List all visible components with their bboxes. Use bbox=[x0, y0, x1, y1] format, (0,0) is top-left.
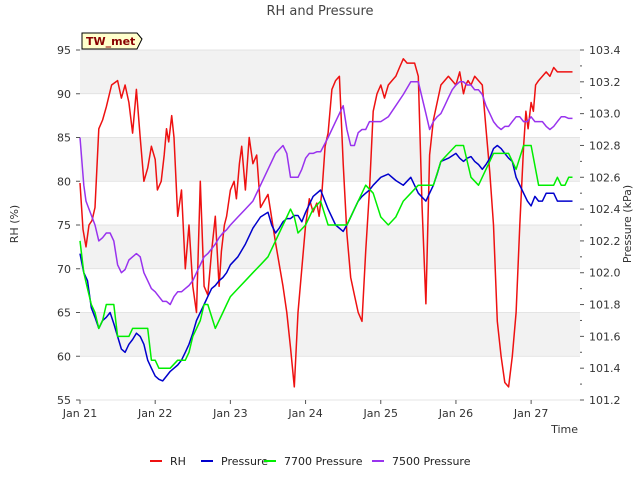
y-right-tick-label: 101.6 bbox=[589, 330, 621, 343]
y-left-tick-label: 95 bbox=[57, 44, 71, 57]
series-line-1 bbox=[79, 144, 573, 382]
series-line-2 bbox=[79, 144, 573, 369]
x-tick-label: Jan 26 bbox=[438, 407, 473, 420]
y-left-tick-label: 55 bbox=[57, 394, 71, 407]
x-tick-label: Jan 25 bbox=[363, 407, 398, 420]
x-tick-label: Jan 23 bbox=[212, 407, 247, 420]
legend-label-0: RH bbox=[170, 455, 186, 468]
y-left-tick-label: 80 bbox=[57, 175, 71, 188]
y-right-tick-label: 103.0 bbox=[589, 108, 621, 121]
y-right-tick-label: 103.2 bbox=[589, 76, 621, 89]
y-right-tick-label: 102.8 bbox=[589, 139, 621, 152]
y-right-tick-label: 102.2 bbox=[589, 235, 621, 248]
y-right-tick-label: 102.4 bbox=[589, 203, 621, 216]
legend-label-3: 7500 Pressure bbox=[392, 455, 471, 468]
x-tick-label: Jan 24 bbox=[287, 407, 322, 420]
y-left-tick-label: 70 bbox=[57, 263, 71, 276]
y-left-tick-label: 75 bbox=[57, 219, 71, 232]
y-right-tick-label: 102.0 bbox=[589, 267, 621, 280]
legend-label-1: Pressure bbox=[221, 455, 268, 468]
x-tick-label: Jan 21 bbox=[62, 407, 97, 420]
axes: 55 60 65 70 75 80 85 90 95 101.2 101.4 101.6 101.8 10… bbox=[57, 44, 621, 420]
x-axis-title: Time bbox=[550, 423, 578, 436]
y-right-tick-label: 101.2 bbox=[589, 394, 621, 407]
plot-band bbox=[80, 50, 580, 94]
station-label: TW_met bbox=[86, 35, 135, 48]
y-right-tick-label: 101.4 bbox=[589, 362, 621, 375]
x-tick-label: Jan 22 bbox=[137, 407, 172, 420]
x-tick-label: Jan 27 bbox=[513, 407, 548, 420]
y-left-tick-label: 90 bbox=[57, 88, 71, 101]
plot-band bbox=[80, 312, 580, 357]
y-right-tick-label: 103.4 bbox=[589, 44, 621, 57]
legend: RH Pressure 7700 Pressure 7500 Pressure bbox=[150, 455, 471, 468]
y-right-tick-label: 101.8 bbox=[589, 299, 621, 312]
legend-label-2: 7700 Pressure bbox=[284, 455, 363, 468]
station-label-badge: TW_met bbox=[81, 32, 143, 50]
plot-series-lines bbox=[79, 58, 573, 388]
y-left-tick-label: 60 bbox=[57, 350, 71, 363]
y-axis-right-title: Pressure (kPa) bbox=[621, 185, 634, 263]
chart-title: RH and Pressure bbox=[266, 4, 373, 19]
series-line-0 bbox=[79, 58, 573, 388]
plot-band bbox=[80, 225, 580, 269]
series-line-3 bbox=[79, 81, 573, 306]
y-right-tick-label: 102.6 bbox=[589, 171, 621, 184]
y-left-tick-label: 85 bbox=[57, 132, 71, 145]
y-axis-left-title: RH (%) bbox=[8, 205, 21, 243]
y-left-tick-label: 65 bbox=[57, 307, 71, 320]
